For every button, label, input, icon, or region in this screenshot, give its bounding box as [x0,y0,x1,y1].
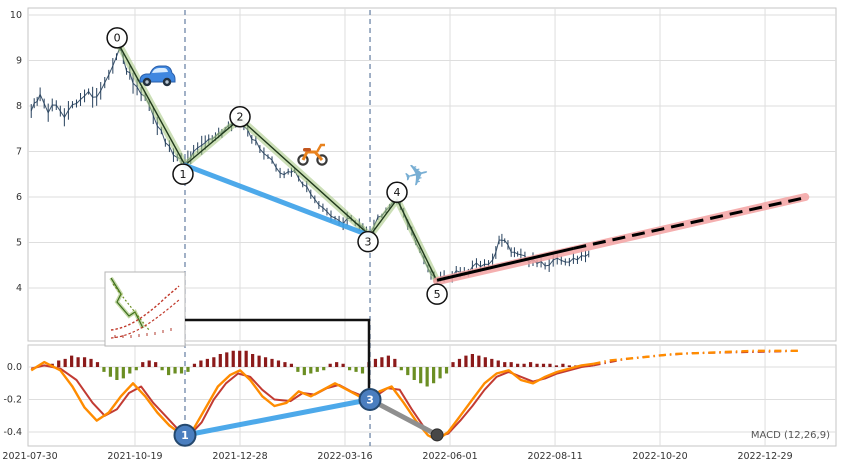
macd-trendline-1-3 [182,397,373,438]
price-ytick-label: 5 [16,238,22,249]
wave-marker-1: 1 [172,163,194,185]
scooter-icon [297,143,328,166]
price-ytick-label: 8 [16,101,22,112]
macd-line [30,360,594,442]
wave-marker-4: 4 [386,181,408,204]
axis-labels: MACD (12,26,9) 109876540.0-0.2-0.42021-0… [2,10,830,462]
macd-gray-connector [367,397,440,438]
wave-marker-2: 2 [229,105,251,128]
macd-ytick-label: 0.0 [7,362,22,373]
macd-marker-3: 3 [358,388,382,411]
xtick-label: 2022-06-01 [422,451,477,462]
wave-marker-5: 5 [426,283,448,305]
price-ytick-label: 7 [16,147,22,158]
macd-marker-1: 1 [173,423,197,447]
price-ytick-label: 10 [10,10,22,21]
macd-line-projection [593,349,800,365]
macd-histogram [50,350,591,387]
macd-panel [27,344,837,447]
price-ytick-label: 6 [16,192,22,203]
wave-marker-0: 0 [106,27,128,49]
price-ytick-label: 9 [16,56,22,67]
inset-connector-line [185,318,371,390]
inset-red-dotted-2 [110,299,180,339]
svg-text:5: 5 [434,288,441,301]
xtick-label: 2021-07-30 [2,451,57,462]
price-ytick-label: 4 [16,283,22,294]
wave-marker-3: 3 [357,230,379,253]
svg-text:3: 3 [366,393,374,406]
xtick-label: 2022-03-16 [317,451,372,462]
xtick-label: 2022-08-11 [527,451,582,462]
macd-settings-label: MACD (12,26,9) [751,430,830,441]
xtick-label: 2022-12-29 [737,451,792,462]
elliott-wave-line [119,46,438,282]
wave-and-macd-markers: 0 1 2 3 4 5 1 3 [106,27,448,447]
macd-ytick-label: -0.4 [3,427,22,438]
macd-ytick-label: -0.2 [3,395,22,406]
macd-endpoint-dot [430,428,444,442]
svg-text:3: 3 [365,235,372,248]
svg-text:2: 2 [237,111,244,124]
inset-frame [104,271,186,347]
inset-wave-line [110,277,144,329]
car-icon [139,65,176,87]
inset-red-dotted-1 [110,285,180,331]
xtick-label: 2021-10-19 [107,451,162,462]
svg-text:1: 1 [181,429,189,442]
inset-thumbnail [104,271,186,347]
xtick-label: 2021-12-28 [212,451,267,462]
svg-text:0: 0 [114,32,121,45]
overlays [117,10,810,446]
price-trendline-1-3 [182,162,373,239]
inset-ticks [114,328,172,338]
projection-solid-line [436,246,574,282]
xtick-label: 2022-10-20 [632,451,687,462]
svg-text:1: 1 [179,168,186,181]
svg-text:4: 4 [394,186,401,199]
